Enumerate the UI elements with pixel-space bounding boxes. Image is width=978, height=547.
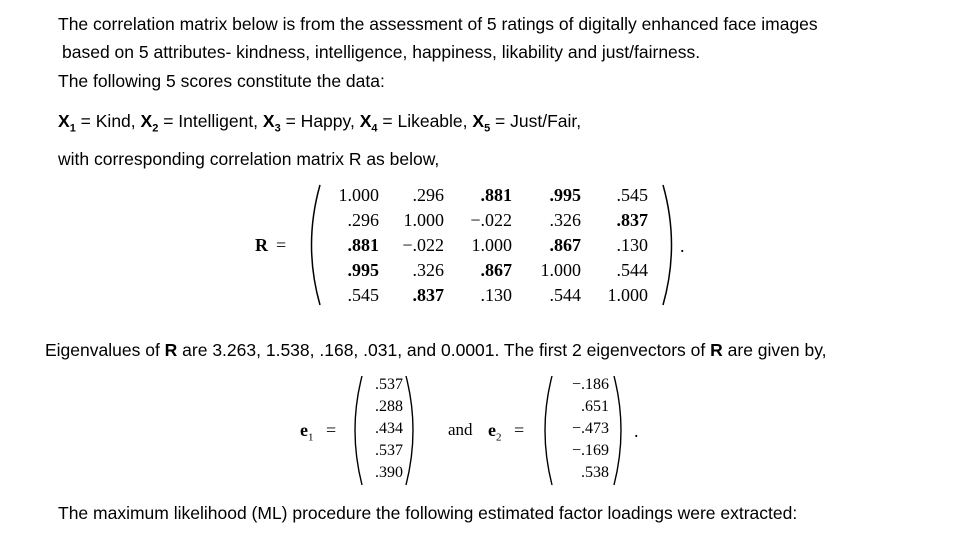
matrix-cell: .130: [480, 285, 513, 305]
variable-subscript: 5: [484, 122, 491, 135]
matrix-cell: −.022: [470, 210, 512, 230]
intro-line-3: The following 5 scores constitute the da…: [58, 71, 385, 91]
eigen-R-1: R: [164, 340, 178, 360]
matrix-cell: .545: [616, 185, 649, 205]
e1-component: .390: [375, 464, 403, 481]
variable-symbol: X4: [359, 111, 378, 135]
e1-right-paren: [405, 375, 414, 486]
matrix-cell: 1.000: [607, 285, 649, 305]
e2-component: .651: [581, 398, 609, 415]
eigen-suffix: are given by,: [722, 340, 827, 360]
matrix-cell: 1.000: [403, 210, 445, 230]
eigen-middle: are 3.263, 1.538, .168, .031, and 0.0001…: [177, 340, 711, 360]
e2-right-paren: [613, 375, 622, 486]
matrix-cell: .881: [480, 185, 513, 205]
matrix-label-symbol: R: [255, 235, 268, 255]
matrix-cell: .130: [616, 235, 649, 255]
matrix-cell: .995: [549, 185, 582, 205]
e1-component: .537: [375, 376, 403, 393]
e1-component: .288: [375, 398, 403, 415]
matrix-cell: .867: [480, 260, 513, 280]
variable-name: = Likeable,: [377, 111, 473, 131]
variable-def: X1 = Kind,: [58, 111, 141, 135]
variable-subscript: 3: [274, 122, 281, 135]
e2-component: −.473: [571, 420, 609, 437]
matrix-cell: 1.000: [338, 185, 380, 205]
matrix-right-paren: [662, 184, 673, 306]
e2-label: e2: [488, 420, 502, 444]
intro-line-1: The correlation matrix below is from the…: [58, 14, 818, 34]
variable-symbol: X1: [58, 111, 76, 135]
matrix-cell: .544: [549, 285, 582, 305]
e2-equals: =: [514, 420, 525, 440]
variable-def: X2 = Intelligent,: [140, 111, 263, 135]
ml-text: The maximum likelihood (ML) procedure th…: [58, 503, 798, 523]
matrix-label: R: [255, 235, 268, 256]
matrix-cell: .837: [616, 210, 649, 230]
variable-name: = Intelligent,: [158, 111, 263, 131]
matrix-cell: .296: [412, 185, 445, 205]
matrix-period: .: [680, 236, 685, 256]
matrix-left-paren: [310, 184, 321, 306]
variable-def: X3 = Happy,: [262, 111, 360, 135]
variable-name: = Happy,: [280, 111, 360, 131]
e1-equals: =: [326, 420, 337, 440]
e2-component: −.169: [571, 442, 609, 459]
vectors-period: .: [634, 421, 639, 441]
variable-def: X5 = Just/Fair,: [472, 111, 582, 135]
eigen-prefix: Eigenvalues of: [45, 340, 165, 360]
matrix-cell: 1.000: [540, 260, 582, 280]
variable-subscript: 4: [371, 122, 378, 135]
correlation-intro: with corresponding correlation matrix R …: [58, 149, 440, 169]
matrix-cell: .326: [412, 260, 445, 280]
matrix-cell: .545: [347, 285, 380, 305]
matrix-cell: 1.000: [471, 235, 513, 255]
variable-name: = Kind,: [75, 111, 141, 131]
e1-subscript: 1: [308, 431, 314, 444]
matrix-cell: .544: [616, 260, 649, 280]
variable-symbol: X2: [140, 111, 159, 135]
e2-symbol: e: [488, 420, 496, 440]
matrix-cell: .326: [549, 210, 582, 230]
e2-subscript: 2: [496, 431, 502, 444]
variable-def: X4 = Likeable,: [359, 111, 473, 135]
e2-component: .538: [581, 464, 609, 481]
variable-symbol: X5: [472, 111, 491, 135]
e1-symbol: e: [300, 420, 308, 440]
variable-subscript: 2: [152, 122, 159, 135]
variable-definitions: X1 = Kind, X2 = Intelligent, X3 = Happy,…: [58, 111, 581, 135]
e1-component: .537: [375, 442, 403, 459]
e1-left-paren: [354, 375, 363, 486]
e1-label: e1: [300, 420, 314, 444]
matrix-cell: −.022: [402, 235, 444, 255]
matrix-cell: .867: [549, 235, 582, 255]
matrix-cell: .881: [347, 235, 380, 255]
e1-component: .434: [375, 420, 403, 437]
eigen-R-2: R: [710, 340, 723, 360]
matrix-cell: .837: [412, 285, 445, 305]
eigenvalues-text: Eigenvalues of R are 3.263, 1.538, .168,…: [45, 340, 827, 361]
variable-name: = Just/Fair,: [490, 111, 582, 131]
matrix-cell: .995: [347, 260, 380, 280]
matrix-cell: .296: [347, 210, 380, 230]
variable-symbol: X3: [262, 111, 281, 135]
matrix-equals: =: [276, 235, 287, 255]
e2-left-paren: [544, 375, 553, 486]
intro-line-2: based on 5 attributes- kindness, intelli…: [62, 42, 701, 62]
e2-component: −.186: [571, 376, 609, 393]
variable-subscript: 1: [69, 122, 76, 135]
and-word: and: [448, 420, 473, 439]
